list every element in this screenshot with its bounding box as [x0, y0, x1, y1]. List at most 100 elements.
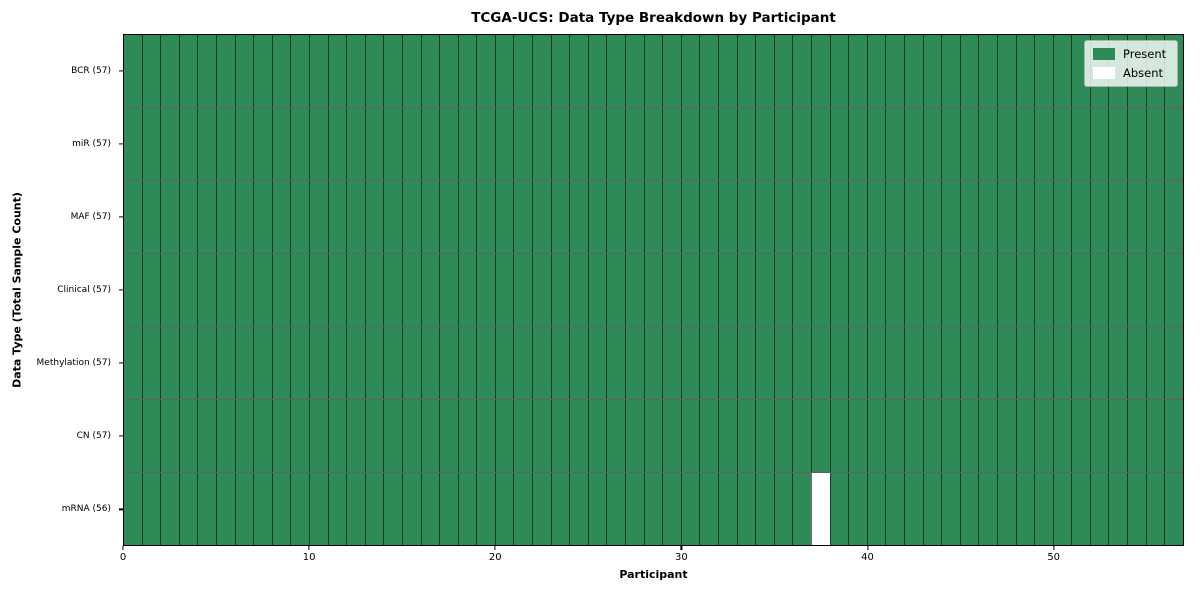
- heatmap-cell: [550, 400, 570, 472]
- heatmap-cell: [141, 181, 161, 253]
- y-tick-label: Clinical (57): [57, 285, 111, 295]
- heatmap-cell: [141, 473, 161, 545]
- legend-swatch: [1093, 48, 1115, 60]
- heatmap-cell: [1089, 181, 1109, 253]
- heatmap-cell: [197, 327, 216, 399]
- y-tick-mark: [119, 435, 123, 437]
- heatmap-cell: [124, 108, 142, 180]
- heatmap-cell: [346, 400, 365, 472]
- heatmap-cell: [718, 400, 737, 472]
- heatmap-cell: [996, 473, 1016, 545]
- heatmap-cell: [1164, 473, 1183, 545]
- heatmap-cell: [513, 473, 533, 545]
- heatmap-cell: [941, 254, 960, 326]
- heatmap-cell: [532, 35, 551, 107]
- heatmap-cell: [1164, 108, 1183, 180]
- heatmap-cell: [124, 473, 142, 545]
- heatmap-cell: [383, 108, 402, 180]
- heatmap-cell: [346, 181, 365, 253]
- heatmap-cell: [662, 327, 681, 399]
- heatmap-cell: [996, 400, 1016, 472]
- heatmap-cell: [569, 327, 588, 399]
- heatmap-cell: [364, 108, 384, 180]
- heatmap-cell: [1034, 181, 1053, 253]
- heatmap-cell: [439, 254, 458, 326]
- heatmap-cell: [978, 35, 997, 107]
- heatmap-cell: [643, 254, 663, 326]
- heatmap-cell: [513, 327, 533, 399]
- heatmap-cell: [532, 400, 551, 472]
- heatmap-cell: [1071, 400, 1090, 472]
- x-tick-label: 40: [861, 552, 874, 563]
- heatmap-cell: [959, 327, 979, 399]
- heatmap-cell: [215, 400, 235, 472]
- heatmap-cell: [124, 181, 142, 253]
- heatmap-cell: [1052, 35, 1072, 107]
- heatmap-cell: [643, 108, 663, 180]
- heatmap-cell: [494, 108, 514, 180]
- heatmap-cell: [978, 108, 997, 180]
- heatmap-cell: [792, 400, 811, 472]
- heatmap-cell: [699, 108, 718, 180]
- x-tick-mark: [866, 546, 869, 550]
- heatmap-cell: [1145, 327, 1165, 399]
- heatmap-cell: [625, 254, 644, 326]
- heatmap-cell: [439, 327, 458, 399]
- heatmap-cell: [866, 181, 886, 253]
- heatmap-cell: [680, 473, 700, 545]
- heatmap-cell: [587, 327, 607, 399]
- heatmap-cell: [178, 108, 198, 180]
- heatmap-cell: [234, 181, 254, 253]
- heatmap-cell: [922, 254, 942, 326]
- heatmap-cell: [606, 400, 626, 472]
- heatmap-cell: [308, 108, 328, 180]
- legend: Present Absent: [1084, 40, 1178, 87]
- heatmap-cell: [178, 327, 198, 399]
- heatmap-cell: [401, 400, 421, 472]
- heatmap-cell: [1034, 254, 1053, 326]
- heatmap-cell: [383, 327, 402, 399]
- x-tick-label: 10: [302, 552, 316, 563]
- heatmap-cell: [215, 108, 235, 180]
- y-tick-mark: [119, 362, 123, 364]
- heatmap-cell: [959, 400, 979, 472]
- legend-entry-present: Present: [1093, 47, 1169, 61]
- heatmap-cell: [160, 181, 179, 253]
- heatmap-cell: [773, 327, 793, 399]
- heatmap-cell: [457, 473, 477, 545]
- heatmap-cell: [253, 400, 272, 472]
- heatmap-cell: [420, 35, 440, 107]
- heatmap-cell: [346, 35, 365, 107]
- heatmap-cell: [383, 35, 402, 107]
- heatmap-cell: [1052, 400, 1072, 472]
- heatmap-row-cn: [124, 399, 1183, 472]
- heatmap-cell: [625, 400, 644, 472]
- heatmap-cell: [1052, 181, 1072, 253]
- heatmap-cell: [271, 254, 291, 326]
- heatmap-cell: [457, 254, 477, 326]
- heatmap-cell: [643, 327, 663, 399]
- heatmap-cell: [643, 35, 663, 107]
- heatmap-cell: [829, 35, 849, 107]
- heatmap-cell: [922, 327, 942, 399]
- heatmap-cell: [1071, 327, 1090, 399]
- heatmap-cell: [569, 181, 588, 253]
- heatmap-cell: [494, 473, 514, 545]
- heatmap-cell: [680, 181, 700, 253]
- heatmap-cell: [550, 327, 570, 399]
- x-tick-label: 30: [675, 552, 688, 563]
- heatmap-cell: [160, 327, 179, 399]
- heatmap-cell: [1071, 473, 1090, 545]
- heatmap-cell: [234, 327, 254, 399]
- heatmap-cell: [1108, 400, 1128, 472]
- heatmap-cell: [1089, 108, 1109, 180]
- heatmap-cell: [457, 108, 477, 180]
- heatmap-cell: [253, 181, 272, 253]
- heatmap-cell: [364, 181, 384, 253]
- heatmap-cell: [885, 400, 904, 472]
- heatmap-cell: [160, 254, 179, 326]
- heatmap-cell: [364, 327, 384, 399]
- heatmap-cell: [215, 254, 235, 326]
- heatmap-cell: [680, 108, 700, 180]
- heatmap-cell: [550, 254, 570, 326]
